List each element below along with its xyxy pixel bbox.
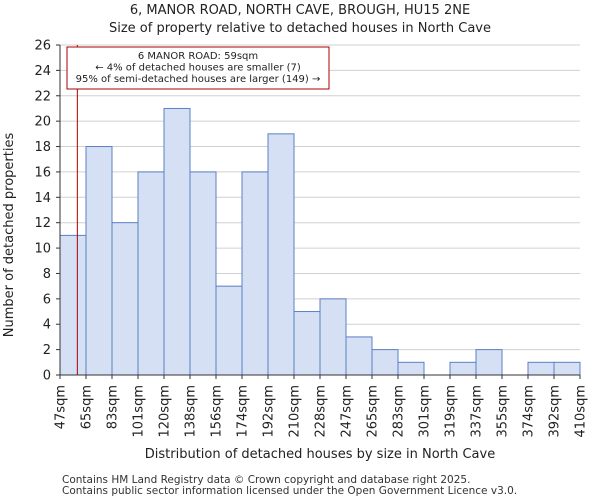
y-tick-label: 22 (34, 89, 51, 104)
x-tick-label: 174sqm (236, 385, 251, 438)
bar (371, 349, 399, 376)
x-tick-label: 228sqm (314, 385, 329, 438)
x-tick-label: 120sqm (158, 385, 173, 438)
y-tick-label: 10 (34, 242, 51, 257)
bar (319, 298, 347, 376)
footer-line-2: Contains public sector information licen… (62, 485, 518, 497)
y-tick-label: 0 (43, 369, 51, 384)
x-tick-label: 65sqm (80, 385, 95, 429)
y-tick-label: 6 (43, 292, 51, 307)
x-tick-label: 392sqm (548, 385, 563, 438)
y-tick-label: 2 (43, 343, 51, 358)
x-axis-label: Distribution of detached houses by size … (145, 447, 495, 462)
x-tick-label: 47sqm (54, 385, 69, 429)
bar (267, 133, 295, 376)
annotation-line-1: 6 MANOR ROAD: 59sqm (138, 51, 258, 62)
bar (111, 222, 139, 376)
y-tick-label: 14 (34, 191, 51, 206)
x-tick-label: 355sqm (496, 385, 511, 438)
annotation-line-2: ← 4% of detached houses are smaller (7) (95, 63, 301, 74)
x-tick-label: 210sqm (288, 385, 303, 438)
x-tick-label: 301sqm (418, 385, 433, 438)
y-tick-label: 12 (34, 216, 51, 231)
y-tick-label: 24 (34, 64, 51, 79)
y-tick-label: 26 (34, 39, 51, 54)
y-tick-label: 8 (43, 267, 51, 282)
x-tick-label: 138sqm (184, 385, 199, 438)
y-tick-label: 20 (34, 115, 51, 130)
x-tick-label: 101sqm (132, 385, 147, 438)
bar (345, 336, 373, 376)
bar (59, 234, 87, 376)
x-tick-label: 83sqm (106, 385, 121, 429)
bar (189, 171, 217, 376)
bar (293, 311, 321, 376)
x-tick-label: 337sqm (470, 385, 485, 438)
bar (85, 146, 113, 376)
x-tick-label: 156sqm (210, 385, 225, 438)
x-tick-label: 374sqm (522, 385, 537, 438)
x-tick-label: 283sqm (392, 385, 407, 438)
chart-subtitle: Size of property relative to detached ho… (108, 21, 491, 36)
y-axis-label: Number of detached properties (2, 133, 17, 338)
bar (137, 171, 165, 376)
footer-line-1: Contains HM Land Registry data © Crown c… (62, 474, 471, 486)
bar (163, 107, 191, 376)
bar (527, 361, 555, 376)
y-tick-label: 18 (34, 140, 51, 155)
bar (241, 171, 269, 376)
bar (475, 349, 503, 376)
x-tick-label: 319sqm (444, 385, 459, 438)
bar (449, 361, 477, 376)
x-tick-label: 192sqm (262, 385, 277, 438)
bar (215, 285, 243, 376)
bar (553, 361, 581, 376)
x-tick-label: 265sqm (366, 385, 381, 438)
annotation-box (66, 46, 330, 90)
y-tick-label: 16 (34, 165, 51, 180)
x-tick-label: 410sqm (574, 385, 589, 438)
x-tick-label: 247sqm (340, 385, 355, 438)
chart-title: 6, MANOR ROAD, NORTH CAVE, BROUGH, HU15 … (129, 3, 471, 18)
bar (397, 361, 425, 376)
y-tick-label: 4 (43, 318, 51, 333)
annotation-line-3: 95% of semi-detached houses are larger (… (76, 74, 321, 85)
